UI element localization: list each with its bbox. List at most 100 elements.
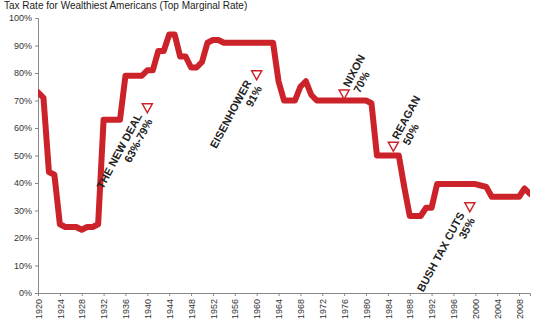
x-tick-mark [475,293,476,296]
annotations: THE NEW DEAL63%-79% EISENHOWER91% NIXON70%… [94,52,477,299]
x-tick: 1996 [449,293,459,319]
chart: Tax Rate for Wealthiest Americans (Top M… [0,0,539,331]
x-tick: 1980 [362,293,372,319]
annotation: EISENHOWER91% [208,78,265,156]
x-tick-label: 1920 [34,299,44,319]
x-tick: 1964 [274,293,284,319]
annotation: THE NEW DEAL63%-79% [94,111,155,196]
x-tick-mark [410,293,411,296]
x-tick: 1988 [405,293,415,319]
y-axis-line [35,19,39,294]
x-tick-label: 1984 [384,299,394,319]
y-axis: 0%10%20%30%40%50%60%70%80%90%100% [9,13,39,298]
x-tick-label: 1988 [405,299,415,319]
x-tick-mark [82,293,83,296]
x-tick-mark [453,293,454,296]
x-tick-label: 1976 [340,299,350,319]
x-tick: 1992 [427,293,437,319]
x-tick-label: 1960 [252,299,262,319]
x-tick-label: 2008 [515,299,525,319]
y-tick: 20% [14,233,38,243]
y-tick-mark [35,183,38,184]
y-tick-label: 50% [14,151,32,161]
x-tick: 2004 [493,293,503,319]
x-tick: 1960 [252,293,262,319]
x-tick-mark [169,293,170,296]
y-tick-label: 60% [14,123,32,133]
annotation: NIXON70% [340,52,378,94]
x-tick-mark [147,293,148,296]
y-tick: 10% [14,261,38,271]
y-tick: 40% [14,178,38,188]
x-tick-label: 2000 [471,299,481,319]
y-tick-mark [35,293,38,294]
x-tick-mark [344,293,345,296]
y-tick-mark [35,156,38,157]
x-tick-mark [497,293,498,296]
x-tick-label: 1980 [362,299,372,319]
y-tick-label: 20% [14,233,32,243]
y-tick-mark [35,238,38,239]
x-tick-label: 1924 [56,299,66,319]
x-tick-mark [279,293,280,296]
x-axis-line [39,294,531,297]
plot-area [38,35,530,230]
x-axis: 1920 1924 1928 1932 1936 1940 1944 1948 1952 1956… [34,293,531,319]
x-tick-label: 1992 [427,299,437,319]
x-tick: 1924 [56,293,66,319]
y-tick-label: 10% [14,261,32,271]
x-tick-label: 1940 [143,299,153,319]
x-tick-label: 1944 [165,299,175,319]
x-tick: 1920 [34,293,44,319]
y-tick-mark [35,211,38,212]
y-tick: 60% [14,123,38,133]
x-tick: 1972 [318,293,328,319]
y-tick: 80% [14,68,38,78]
x-tick: 2008 [515,293,525,319]
annotation-sublabel: 70% [351,69,372,94]
chart-title: Tax Rate for Wealthiest Americans (Top M… [4,0,247,11]
y-tick-label: 80% [14,68,32,78]
x-tick-mark [257,293,258,296]
annotation-marker [142,104,152,113]
y-tick-mark [35,46,38,47]
y-tick-mark [35,266,38,267]
x-tick-mark [38,293,39,296]
x-tick: 2000 [471,293,481,319]
rate-line [38,35,530,230]
x-tick: 1940 [143,293,153,319]
annotation-sublabel: 35% [456,216,477,241]
annotation-marker [339,90,349,99]
y-tick-label: 70% [14,96,32,106]
x-tick-label: 1972 [318,299,328,319]
y-tick-label: 90% [14,41,32,51]
annotation-sublabel: 50% [400,122,421,147]
annotation-label: BUSH TAX CUTS [415,210,467,294]
x-tick-label: 1932 [99,299,109,319]
y-tick-mark [35,18,38,19]
x-tick: 1944 [165,293,175,319]
y-tick-label: 40% [14,178,32,188]
x-tick-label: 1948 [187,299,197,319]
x-tick-label: 1964 [274,299,284,319]
x-tick-mark [60,293,61,296]
annotation-sublabel: 63%-79% [122,117,155,165]
x-tick-label: 1936 [121,299,131,319]
x-tick: 1984 [384,293,394,319]
x-tick-mark [235,293,236,296]
y-tick: 90% [14,41,38,51]
x-tick-label: 1968 [296,299,306,319]
x-tick-mark [191,293,192,296]
x-tick-mark [366,293,367,296]
x-tick-label: 1952 [209,299,219,319]
y-tick-label: 30% [14,206,32,216]
x-tick: 1976 [340,293,350,319]
y-tick: 30% [14,206,38,216]
x-tick-mark [388,293,389,296]
annotation-marker [252,71,262,80]
x-tick: 1952 [209,293,219,319]
x-tick-label: 1956 [230,299,240,319]
x-tick: 1928 [77,293,87,319]
x-tick: 1936 [121,293,131,319]
x-tick-mark [125,293,126,296]
